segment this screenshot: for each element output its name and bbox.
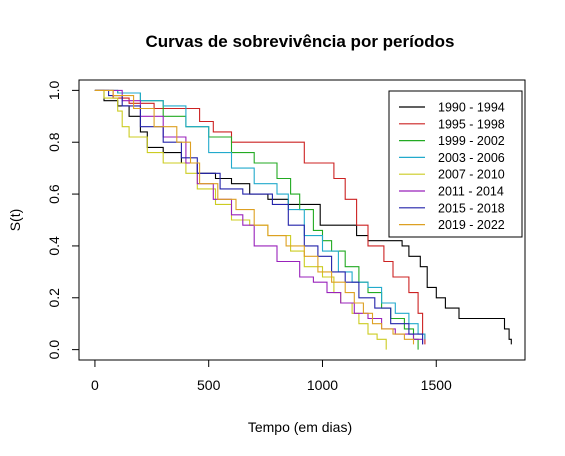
- legend-label-7: 2015 - 2018: [438, 201, 505, 215]
- curve-2: [94, 89, 426, 345]
- y-tick-label: 0.0: [46, 340, 62, 360]
- legend-label-6: 2011 - 2014: [438, 185, 504, 199]
- y-axis: 0.0 0.2 0.4 0.6 0.8 1.0: [46, 80, 80, 360]
- y-tick-label: 1.0: [46, 80, 62, 100]
- y-tick-label: 0.8: [46, 132, 62, 152]
- x-axis-label: Tempo (em dias): [248, 419, 352, 435]
- x-tick-label: 0: [91, 377, 99, 393]
- y-tick-label: 0.4: [46, 236, 62, 256]
- curve-7: [94, 89, 424, 345]
- legend-label-1: 1990 - 1994: [438, 101, 505, 115]
- curve-6: [94, 89, 424, 345]
- chart-title: Curvas de sobrevivência por períodos: [146, 32, 455, 51]
- curve-5: [94, 89, 387, 350]
- legend-label-3: 1999 - 2002: [438, 134, 505, 148]
- curve-4: [94, 89, 426, 340]
- y-tick-label: 0.2: [46, 288, 62, 308]
- legend-box: [388, 90, 523, 238]
- x-tick-label: 500: [197, 377, 221, 393]
- legend-label-5: 2007 - 2010: [438, 168, 505, 182]
- legend-label-4: 2003 - 2006: [438, 151, 505, 165]
- curve-3: [94, 89, 419, 350]
- y-axis-label: S(t): [7, 209, 23, 232]
- curve-8: [94, 89, 415, 345]
- survival-curves: [94, 89, 512, 350]
- y-tick-label: 0.6: [46, 184, 62, 204]
- legend-label-2: 1995 - 1998: [438, 117, 505, 131]
- x-axis: 0 500 1000 1500: [91, 359, 452, 393]
- legend-label-8: 2019 - 2022: [438, 218, 505, 232]
- x-tick-label: 1000: [307, 377, 338, 393]
- x-tick-label: 1500: [421, 377, 452, 393]
- legend: 1990 - 1994 1995 - 1998 1999 - 2002 2003 - …: [388, 90, 523, 238]
